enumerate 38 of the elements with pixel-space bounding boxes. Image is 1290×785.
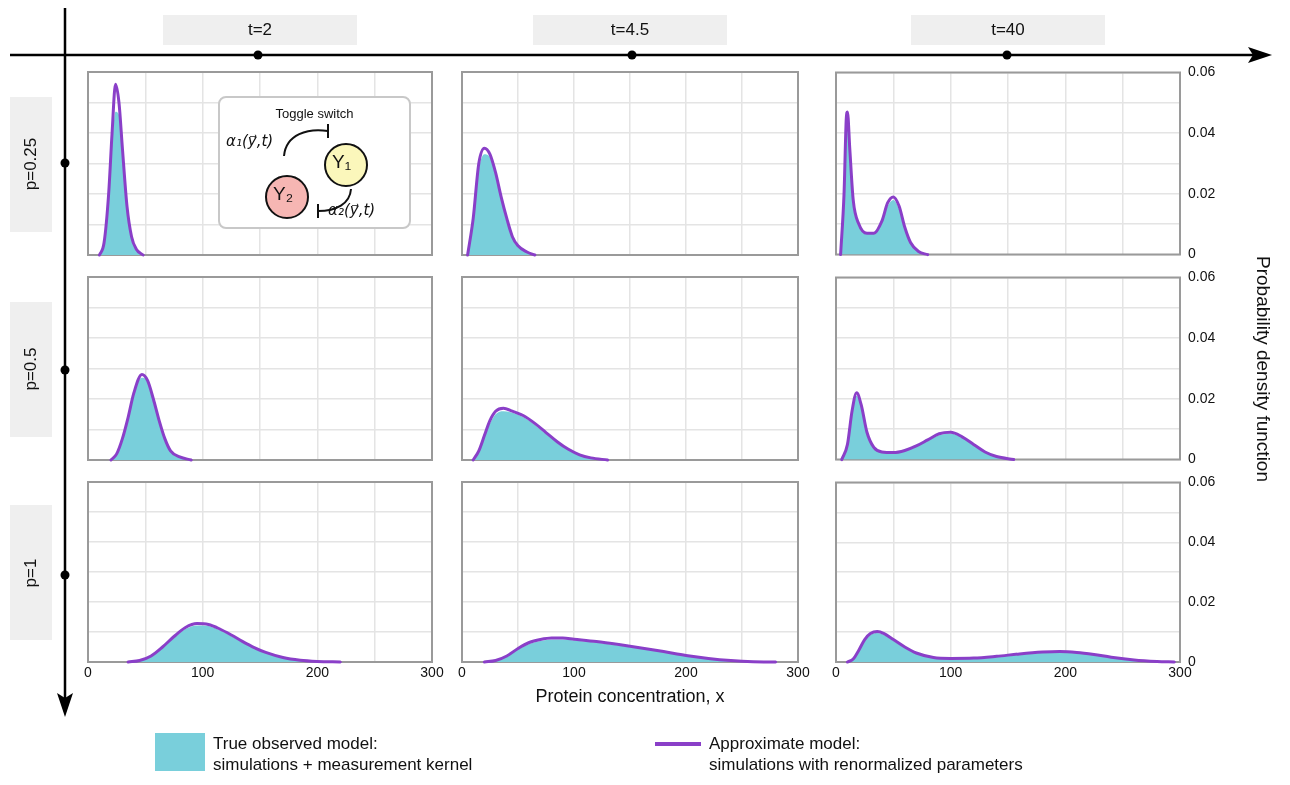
y-tick-label: 0.04 xyxy=(1188,328,1216,345)
x-tick-label: 100 xyxy=(562,664,586,681)
x-tick-label: 0 xyxy=(84,664,93,681)
x-tick-label: 300 xyxy=(420,664,444,681)
x-tick-label: 300 xyxy=(786,664,810,681)
legend-label: Approximate model: simulations with renormalized parameters xyxy=(709,733,1023,775)
y-axis-title: p=0.5 xyxy=(21,347,41,391)
y-tick-label: 0.06 xyxy=(1188,268,1216,285)
y-tick-label: 0.02 xyxy=(1188,184,1216,201)
x-tick-label: 0 xyxy=(458,664,467,681)
chart-title: t=2 xyxy=(163,15,357,45)
chart-title: t=4.5 xyxy=(533,15,727,45)
y-tick-label: 0.02 xyxy=(1188,592,1216,609)
y-tick-label: 0.04 xyxy=(1188,533,1216,550)
x-tick-label: 100 xyxy=(190,664,215,681)
line-series xyxy=(839,110,930,257)
y-tick-label: 0 xyxy=(1188,450,1196,467)
x-tick-label: 200 xyxy=(305,664,330,681)
chart-title: t=40 xyxy=(911,15,1105,45)
legend-label: True observed model: simulations + measurement kernel xyxy=(213,733,473,775)
annotation: Y₂ xyxy=(273,183,294,205)
x-tick-label: 200 xyxy=(1053,664,1078,681)
y-tick-label: 0.04 xyxy=(1188,123,1216,140)
annotation: Y₁ xyxy=(332,151,352,173)
annotation: α₁(y⃗,t) xyxy=(226,132,274,150)
annotation: Toggle switch xyxy=(275,106,354,121)
x-tick-label: 100 xyxy=(938,664,963,681)
y-tick-label: 0.02 xyxy=(1188,389,1216,406)
x-tick-label: 0 xyxy=(832,664,841,681)
y-tick-label: 0.06 xyxy=(1188,63,1216,80)
y-axis-title: p=1 xyxy=(21,558,41,587)
y-axis-title: Probability density function xyxy=(1252,255,1274,482)
annotation: α₂(y⃗,t) xyxy=(328,201,376,219)
y-axis-title: p=0.25 xyxy=(21,137,41,191)
x-axis-title: Protein concentration, x xyxy=(535,686,725,707)
x-tick-label: 200 xyxy=(674,664,698,681)
y-tick-label: 0.06 xyxy=(1188,473,1216,490)
y-tick-label: 0 xyxy=(1188,245,1196,262)
